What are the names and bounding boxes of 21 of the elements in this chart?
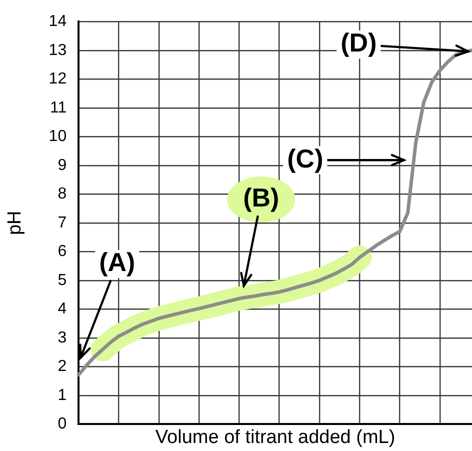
y-tick-label: 1 [58, 386, 67, 404]
y-tick-label: 7 [58, 214, 67, 232]
y-axis-title: pH [4, 210, 26, 236]
annotation: (D) [340, 28, 377, 58]
y-tick-label: 14 [48, 13, 67, 30]
y-tick-label: 13 [48, 42, 67, 59]
annotation: (C) [287, 143, 324, 174]
y-tick-label: 6 [58, 243, 67, 260]
y-tick-label: 2 [58, 358, 67, 376]
annotation: (B) [243, 182, 280, 213]
y-tick-label: 10 [48, 128, 67, 146]
y-tick-label: 12 [48, 70, 67, 88]
y-tick-label: 5 [58, 272, 67, 289]
y-tick-label: 9 [58, 156, 67, 174]
x-axis-title: Volume of titrant added (mL) [155, 426, 396, 448]
annotation: (A) [99, 247, 136, 278]
y-tick-label: 4 [58, 300, 67, 318]
y-tick-label: 3 [58, 329, 67, 346]
y-tick-label: 8 [58, 186, 67, 203]
y-tick-label: 0 [58, 416, 67, 433]
y-tick-label: 11 [50, 99, 67, 116]
